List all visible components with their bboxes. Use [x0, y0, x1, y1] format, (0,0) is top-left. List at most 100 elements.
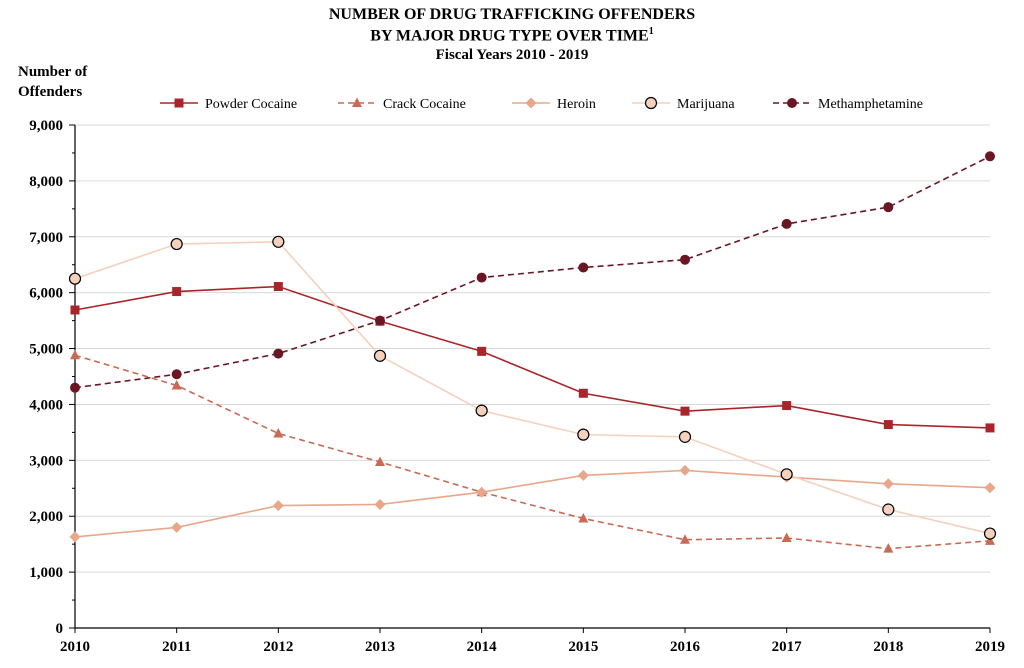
- data-point-powder-cocaine: [985, 423, 995, 433]
- title-footnote-marker: 1: [648, 26, 654, 37]
- series-line-powder-cocaine: [74, 285, 991, 429]
- legend-label-methamphetamine: Methamphetamine: [818, 97, 923, 112]
- series-line-methamphetamine: [74, 155, 991, 389]
- x-tick-label: 2012: [263, 639, 293, 655]
- y-tick-labels: 0 1,000 2,000 3,000 4,000 5,000 6,000 7,000 8,00…: [29, 118, 63, 637]
- data-point-heroin: [577, 469, 589, 481]
- chart-title-text: BY MAJOR DRUG TYPE OVER TIME: [370, 27, 649, 45]
- series-powder-cocaine: [70, 282, 995, 433]
- data-point-marijuana: [983, 527, 997, 540]
- y-tick-label: 4,000: [29, 397, 63, 413]
- data-point-heroin: [272, 500, 284, 512]
- x-tick-labels: 2010 2011 2012 2013 2014 2015 2016 2017 2018 2019: [60, 639, 1005, 655]
- y-tick-label: 8,000: [29, 174, 63, 190]
- y-tick-label: 3,000: [29, 453, 63, 469]
- series-line-crack-cocaine: [74, 354, 991, 550]
- legend-marker-crack-cocaine: [352, 97, 362, 107]
- data-point-methamphetamine: [171, 369, 182, 380]
- data-point-powder-cocaine: [70, 305, 80, 315]
- data-point-marijuana: [678, 430, 692, 443]
- x-tick-label: 2011: [162, 639, 191, 655]
- data-point-powder-cocaine: [477, 346, 487, 356]
- legend-item-crack-cocaine: Crack Cocaine: [338, 97, 466, 112]
- data-point-crack-cocaine: [985, 535, 995, 545]
- legend: Powder Cocaine Crack Cocaine Heroin Marijua…: [160, 96, 923, 112]
- data-point-crack-cocaine: [70, 349, 80, 360]
- x-tick-label: 2019: [975, 639, 1005, 655]
- data-point-marijuana: [780, 468, 793, 481]
- chart-title-line1: NUMBER OF DRUG TRAFFICKING OFFENDERS: [328, 6, 696, 23]
- legend-marker-powder-cocaine: [174, 98, 184, 108]
- x-tick-label: 2013: [365, 639, 395, 655]
- data-point-methamphetamine: [375, 315, 385, 326]
- data-point-heroin: [984, 482, 996, 494]
- y-tick-label: 5,000: [29, 342, 63, 358]
- data-point-heroin: [679, 464, 691, 476]
- legend-label-heroin: Heroin: [557, 97, 596, 112]
- x-tick-label: 2018: [873, 639, 903, 655]
- data-point-crack-cocaine: [883, 543, 894, 553]
- series-lines: [68, 151, 997, 553]
- data-point-heroin: [171, 521, 183, 533]
- data-point-powder-cocaine: [273, 282, 283, 292]
- legend-marker-marijuana: [644, 96, 658, 110]
- legend-marker-methamphetamine: [787, 98, 797, 108]
- series-methamphetamine: [70, 151, 995, 393]
- series-crack-cocaine: [70, 349, 995, 553]
- data-point-crack-cocaine: [781, 532, 792, 543]
- data-point-crack-cocaine: [273, 428, 284, 438]
- data-point-marijuana: [170, 237, 183, 251]
- data-point-methamphetamine: [70, 382, 80, 393]
- legend-item-powder-cocaine: Powder Cocaine: [160, 97, 297, 112]
- series-heroin: [69, 464, 996, 543]
- series-line-marijuana: [74, 240, 991, 535]
- data-point-methamphetamine: [273, 348, 284, 359]
- data-point-methamphetamine: [781, 218, 792, 229]
- y-tick-label: 2,000: [29, 509, 63, 525]
- data-point-heroin: [69, 531, 81, 543]
- data-point-marijuana: [272, 235, 285, 248]
- y-tick-label: 0: [56, 621, 64, 637]
- y-tick-label: 6,000: [29, 286, 63, 302]
- data-point-powder-cocaine: [578, 388, 588, 398]
- data-point-powder-cocaine: [680, 406, 690, 416]
- x-tick-label: 2010: [60, 639, 90, 655]
- data-point-heroin: [374, 498, 386, 510]
- y-tick-label: 1,000: [29, 565, 63, 581]
- data-point-powder-cocaine: [883, 420, 893, 430]
- series-line-heroin: [74, 469, 991, 538]
- data-point-marijuana: [577, 428, 590, 441]
- data-point-methamphetamine: [883, 202, 894, 213]
- y-tick-label: 9,000: [29, 118, 63, 134]
- data-point-powder-cocaine: [172, 287, 182, 297]
- data-point-powder-cocaine: [782, 401, 792, 411]
- chart-title-line2: BY MAJOR DRUG TYPE OVER TIME1: [0, 26, 1024, 45]
- legend-marker-heroin: [525, 97, 537, 109]
- y-tick-label: 7,000: [29, 230, 63, 246]
- data-point-heroin: [476, 486, 488, 498]
- data-point-marijuana: [68, 272, 82, 285]
- series-marijuana: [68, 235, 997, 540]
- data-point-methamphetamine: [985, 151, 995, 162]
- data-point-methamphetamine: [476, 272, 487, 283]
- x-tick-label: 2015: [568, 639, 598, 655]
- data-point-marijuana: [373, 349, 387, 362]
- data-point-heroin: [882, 478, 894, 490]
- y-axis-label: Number of Offenders: [18, 62, 87, 102]
- x-tick-label: 2016: [670, 639, 701, 655]
- data-point-crack-cocaine: [171, 379, 182, 390]
- data-point-methamphetamine: [680, 254, 690, 265]
- chart-subtitle: Fiscal Years 2010 - 2019: [435, 47, 589, 63]
- data-point-crack-cocaine: [680, 534, 690, 544]
- legend-item-heroin: Heroin: [512, 97, 596, 112]
- data-point-methamphetamine: [578, 262, 589, 273]
- y-axis-label-line1: Number of: [18, 64, 88, 80]
- legend-label-powder-cocaine: Powder Cocaine: [205, 97, 297, 112]
- x-tick-label: 2014: [467, 639, 498, 655]
- data-point-crack-cocaine: [578, 512, 589, 523]
- x-tick-label: 2017: [772, 639, 803, 655]
- axes: [69, 124, 991, 633]
- legend-label-crack-cocaine: Crack Cocaine: [383, 97, 466, 112]
- data-point-marijuana: [882, 503, 895, 516]
